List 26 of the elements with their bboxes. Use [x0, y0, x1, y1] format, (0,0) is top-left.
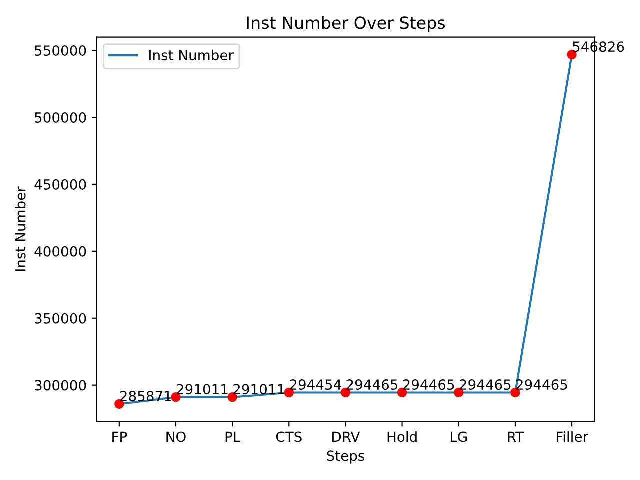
x-tick-label: LG: [450, 432, 467, 442]
legend-label: Inst Number: [150, 50, 234, 61]
x-tick-label: NO: [166, 432, 186, 442]
x-tick-label: CTS: [276, 432, 302, 442]
data-label: 294465: [460, 380, 511, 390]
x-tick-label: Hold: [388, 431, 417, 442]
y-axis-title: Inst Number: [15, 186, 26, 272]
x-tick-label: DRV: [332, 432, 360, 442]
x-tick-label: PL: [226, 432, 241, 442]
y-tick-label: 550000: [35, 46, 86, 56]
y-tick-label: 450000: [34, 179, 86, 190]
y-tick-label: 350000: [35, 313, 86, 324]
data-label: 294454: [290, 380, 342, 390]
data-label: 291011: [177, 384, 228, 395]
y-tick-label: 500000: [35, 112, 86, 123]
data-label: 294465: [346, 380, 398, 390]
x-axis-title: Steps: [327, 450, 364, 464]
chart-title: Inst Number Over Steps: [247, 16, 446, 32]
x-tick-label: RT: [508, 432, 524, 442]
data-label: 291011: [234, 384, 284, 395]
y-tick-label: 300000: [35, 380, 86, 391]
y-tick-label: 400000: [34, 246, 86, 257]
x-tick-label: Filler: [556, 431, 588, 442]
x-tick-label: FP: [112, 432, 128, 442]
data-label: 285871: [120, 391, 172, 402]
data-label: 294465: [403, 380, 454, 390]
